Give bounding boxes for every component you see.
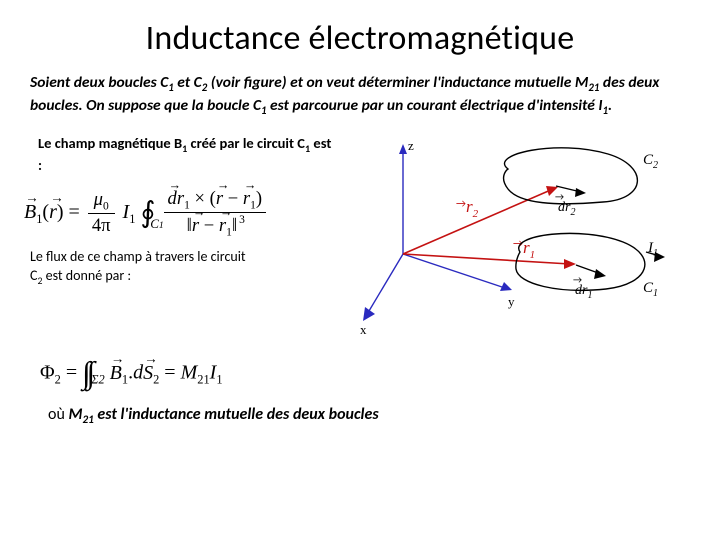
svg-text:C2: C2 — [643, 152, 658, 171]
svg-text:z: z — [408, 138, 414, 153]
intro-text: Soient deux boucles C1 et C2 (voir figur… — [30, 73, 690, 118]
formula-flux: Φ2 = ∫∫Σ2 B1.dS2 = M21I1 — [40, 355, 690, 391]
svg-text:→: → — [456, 197, 466, 210]
svg-text:→: → — [555, 190, 564, 203]
formula-biot-savart: B1(r) = μ04π I1 ∮C1 dr1 × (r − r1) r − r… — [24, 188, 338, 239]
field-text: Le champ magnétique B1 créé par le circu… — [30, 134, 338, 175]
conclusion-text: où M21 est l'inductance mutuelle des deu… — [30, 405, 690, 427]
svg-text:→: → — [573, 273, 582, 286]
flux-text: Le flux de ce champ à travers le circuit… — [30, 248, 260, 288]
svg-text:y: y — [508, 294, 515, 309]
svg-text:C1: C1 — [643, 280, 658, 299]
slide-title: Inductance électromagnétique — [30, 18, 690, 59]
diagram-two-loops: z x y r2 → r1 → — [348, 134, 690, 349]
svg-text:I1: I1 — [647, 240, 658, 259]
svg-text:r2: r2 — [466, 197, 479, 220]
svg-text:x: x — [360, 322, 367, 337]
